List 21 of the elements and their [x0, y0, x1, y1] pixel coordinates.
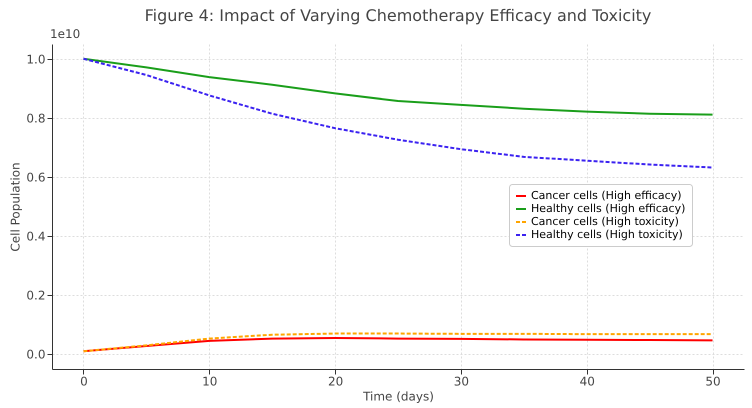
x-axis-title: Time (days) [362, 390, 434, 404]
x-tick-label: 20 [328, 374, 344, 388]
chart-title: Figure 4: Impact of Varying Chemotherapy Efficacy and Toxicity [144, 6, 652, 25]
y-tick-label: 0.4 [26, 230, 46, 244]
x-tick-label: 10 [202, 374, 218, 388]
y-tick-label: 0.2 [26, 288, 46, 303]
legend-label: Cancer cells (High toxicity) [531, 215, 679, 228]
x-tick-label: 40 [580, 374, 595, 388]
y-axis-title: Cell Population [8, 162, 22, 252]
y-tick-label: 0.6 [26, 170, 46, 184]
y-tick-label: 0.8 [26, 111, 46, 126]
legend-label: Healthy cells (High toxicity) [531, 228, 683, 241]
legend-label: Cancer cells (High efficacy) [531, 189, 682, 202]
y-tick-label: 1.0 [26, 52, 46, 66]
line-series [82, 58, 714, 168]
x-tick-label: 50 [705, 374, 721, 388]
legend-label: Healthy cells (High efficacy) [531, 202, 686, 215]
text: 1e10 [50, 27, 80, 41]
x-tick-label: 30 [454, 374, 470, 388]
y-tick-label: 0.0 [26, 348, 46, 362]
x-tick-label: 0 [80, 374, 88, 388]
